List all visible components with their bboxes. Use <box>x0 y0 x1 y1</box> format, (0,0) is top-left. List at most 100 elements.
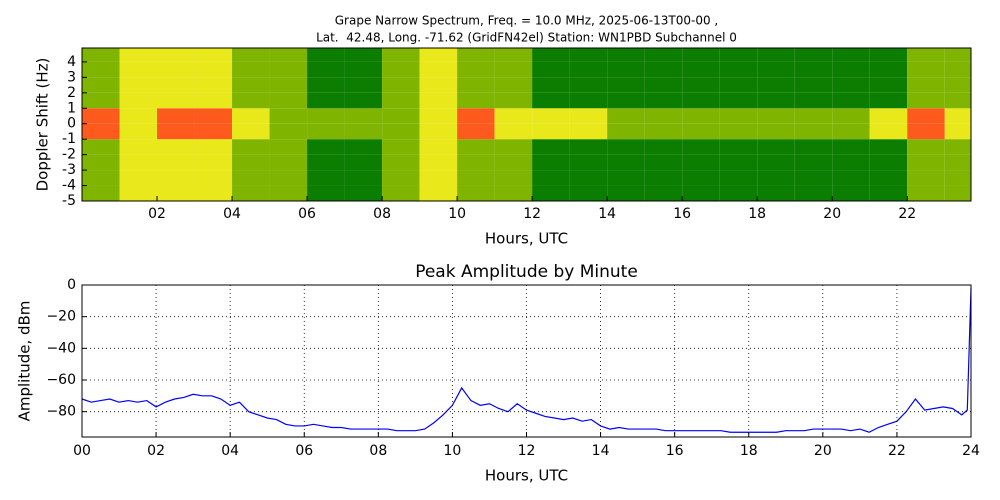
heatmap-cell <box>569 77 608 93</box>
heatmap-cell <box>869 123 908 140</box>
heatmap-cell <box>532 185 570 201</box>
heatmap-cell <box>307 61 345 78</box>
heatmap-cell <box>607 48 645 62</box>
heatmap-cell <box>719 139 758 155</box>
heatmap-cell <box>119 92 158 109</box>
heatmap-cell <box>82 170 120 186</box>
heatmap-cell <box>907 48 945 62</box>
heatmap-cell <box>569 92 608 109</box>
heatmap-cell <box>757 108 795 124</box>
heatmap-cell <box>794 108 833 124</box>
heatmap-cell <box>794 154 833 171</box>
heatmap-cell <box>269 123 308 140</box>
heatmap-cell <box>307 139 345 155</box>
heatmap-cell <box>719 77 758 93</box>
heatmap-cell <box>907 108 945 124</box>
heatmap-cell <box>119 154 158 171</box>
y-tick-label: -5 <box>62 193 76 209</box>
heatmap-cell <box>494 92 533 109</box>
y-tick-label: 3 <box>67 69 76 85</box>
heatmap-cell <box>569 123 608 140</box>
y-tick-label: 0 <box>67 277 76 293</box>
heatmap-cell <box>382 108 420 124</box>
heatmap-cell <box>307 92 345 109</box>
heatmap-cell <box>682 154 720 171</box>
heatmap-cell <box>757 123 795 140</box>
heatmap-cell <box>307 123 345 140</box>
heatmap-cell <box>794 170 833 186</box>
heatmap-cell <box>569 108 608 124</box>
heatmap-cell <box>494 170 533 186</box>
heatmap-cell <box>232 108 270 124</box>
heatmap-cell <box>607 61 645 78</box>
heatmap-cell <box>944 77 971 93</box>
heatmap-cell <box>682 92 720 109</box>
heatmap-cell <box>119 123 158 140</box>
heatmap-cell <box>269 154 308 171</box>
heatmap-cell <box>832 123 870 140</box>
heatmap-cell <box>757 48 795 62</box>
x-tick-label: 14 <box>598 206 616 222</box>
heatmap-cell <box>644 139 683 155</box>
heatmap-cell <box>869 185 908 201</box>
heatmap-cell <box>944 123 971 140</box>
heatmap-cell <box>119 185 158 201</box>
heatmap-cell <box>682 48 720 62</box>
heatmap-cell <box>232 92 270 109</box>
heatmap-cell <box>344 139 383 155</box>
heatmap-cell <box>569 61 608 78</box>
heatmap-cell <box>869 170 908 186</box>
x-tick-label: 14 <box>592 443 610 459</box>
heatmap-cell <box>119 77 158 93</box>
heatmap-cell <box>457 170 495 186</box>
heatmap-cell <box>157 139 195 155</box>
heatmap-cell <box>119 61 158 78</box>
y-tick-label: 4 <box>67 54 76 70</box>
heatmap-cell <box>794 185 833 201</box>
chart-subtitle: Lat. 42.48, Long. -71.62 (GridFN42el) St… <box>316 31 737 45</box>
heatmap-cell <box>307 108 345 124</box>
heatmap-cell <box>569 154 608 171</box>
heatmap-cell <box>869 77 908 93</box>
x-tick-label: 12 <box>523 206 541 222</box>
heatmap-cell <box>344 154 383 171</box>
heatmap-cell <box>344 123 383 140</box>
heatmap-cell <box>607 154 645 171</box>
heatmap-cell <box>832 92 870 109</box>
heatmap-cell <box>944 108 971 124</box>
x-tick-label: 16 <box>673 206 691 222</box>
heatmap-cell <box>82 48 120 62</box>
y-tick-label: 0 <box>67 116 76 132</box>
heatmap-cell <box>944 92 971 109</box>
heatmap-cell <box>419 185 458 201</box>
heatmap-cell <box>457 123 495 140</box>
y-tick-label: −80 <box>46 404 76 420</box>
heatmap-cell <box>419 154 458 171</box>
heatmap-cell <box>307 77 345 93</box>
heatmap-cell <box>82 139 120 155</box>
heatmap-cell <box>907 185 945 201</box>
heatmap-cell <box>82 108 120 124</box>
heatmap-cell <box>194 170 233 186</box>
x-tick-label: 06 <box>295 443 313 459</box>
heatmap-cell <box>119 139 158 155</box>
heatmap-cell <box>607 77 645 93</box>
heatmap-cell <box>532 48 570 62</box>
heatmap-cell <box>232 48 270 62</box>
heatmap-cell <box>494 123 533 140</box>
heatmap-cell <box>269 170 308 186</box>
heatmap-cell <box>382 185 420 201</box>
heatmap-cell <box>607 92 645 109</box>
heatmap-cell <box>644 154 683 171</box>
heatmap-cell <box>644 123 683 140</box>
heatmap-cell <box>569 170 608 186</box>
heatmap-cell <box>157 154 195 171</box>
heatmap-cell <box>419 48 458 62</box>
heatmap-cell <box>532 154 570 171</box>
heatmap-cell <box>269 139 308 155</box>
heatmap-cell <box>457 48 495 62</box>
heatmap-cell <box>194 77 233 93</box>
heatmap-cell <box>269 48 308 62</box>
x-tick-label: 02 <box>147 443 165 459</box>
